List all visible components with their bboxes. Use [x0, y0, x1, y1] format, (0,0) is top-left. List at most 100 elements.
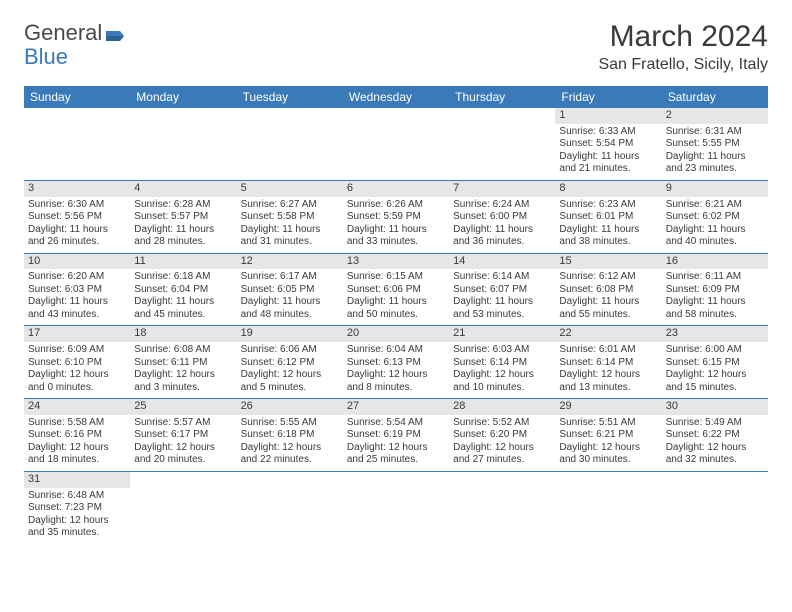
sunrise-line: Sunrise: 6:27 AM	[241, 199, 339, 212]
calendar-cell: 18Sunrise: 6:08 AMSunset: 6:11 PMDayligh…	[130, 326, 236, 399]
day-number: 29	[555, 399, 661, 415]
daylight-line: Daylight: 12 hours and 0 minutes.	[28, 369, 126, 394]
day-number: 31	[24, 472, 130, 488]
sunset-line: Sunset: 6:08 PM	[559, 284, 657, 297]
day-number: 1	[555, 108, 661, 124]
brand-logo: General	[24, 20, 124, 46]
calendar-cell: 24Sunrise: 5:58 AMSunset: 6:16 PMDayligh…	[24, 399, 130, 472]
sunset-line: Sunset: 7:23 PM	[28, 502, 126, 515]
daylight-line: Daylight: 11 hours and 38 minutes.	[559, 224, 657, 249]
sunset-line: Sunset: 6:09 PM	[666, 284, 764, 297]
day-header: Tuesday	[237, 86, 343, 108]
sunset-line: Sunset: 5:56 PM	[28, 211, 126, 224]
calendar-cell: 1Sunrise: 6:33 AMSunset: 5:54 PMDaylight…	[555, 108, 661, 181]
sunrise-line: Sunrise: 6:33 AM	[559, 126, 657, 139]
day-number: 28	[449, 399, 555, 415]
calendar-cell: 15Sunrise: 6:12 AMSunset: 6:08 PMDayligh…	[555, 254, 661, 327]
day-header: Monday	[130, 86, 236, 108]
sunset-line: Sunset: 5:57 PM	[134, 211, 232, 224]
calendar-cell: 28Sunrise: 5:52 AMSunset: 6:20 PMDayligh…	[449, 399, 555, 472]
calendar-cell: 5Sunrise: 6:27 AMSunset: 5:58 PMDaylight…	[237, 181, 343, 254]
calendar-cell: 12Sunrise: 6:17 AMSunset: 6:05 PMDayligh…	[237, 254, 343, 327]
sunrise-line: Sunrise: 5:54 AM	[347, 417, 445, 430]
day-number: 20	[343, 326, 449, 342]
sunset-line: Sunset: 6:00 PM	[453, 211, 551, 224]
sunset-line: Sunset: 6:19 PM	[347, 429, 445, 442]
calendar-cell: 16Sunrise: 6:11 AMSunset: 6:09 PMDayligh…	[662, 254, 768, 327]
day-header: Sunday	[24, 86, 130, 108]
day-header: Saturday	[662, 86, 768, 108]
day-number: 5	[237, 181, 343, 197]
sunrise-line: Sunrise: 6:14 AM	[453, 271, 551, 284]
calendar-cell	[662, 472, 768, 544]
calendar-cell: 10Sunrise: 6:20 AMSunset: 6:03 PMDayligh…	[24, 254, 130, 327]
daylight-line: Daylight: 11 hours and 40 minutes.	[666, 224, 764, 249]
calendar-cell: 9Sunrise: 6:21 AMSunset: 6:02 PMDaylight…	[662, 181, 768, 254]
sunset-line: Sunset: 6:13 PM	[347, 357, 445, 370]
daylight-line: Daylight: 11 hours and 48 minutes.	[241, 296, 339, 321]
sunrise-line: Sunrise: 6:21 AM	[666, 199, 764, 212]
daylight-line: Daylight: 12 hours and 22 minutes.	[241, 442, 339, 467]
sunrise-line: Sunrise: 5:57 AM	[134, 417, 232, 430]
calendar-cell: 31 Sunrise: 6:48 AMSunset: 7:23 PMDayligh…	[24, 472, 130, 544]
daylight-line: Daylight: 11 hours and 58 minutes.	[666, 296, 764, 321]
daylight-line: Daylight: 12 hours and 13 minutes.	[559, 369, 657, 394]
sunrise-line: Sunrise: 6:48 AM	[28, 490, 126, 503]
calendar-cell	[237, 108, 343, 181]
daylight-line: Daylight: 12 hours and 35 minutes.	[28, 515, 126, 540]
day-number: 26	[237, 399, 343, 415]
day-number: 21	[449, 326, 555, 342]
daylight-line: Daylight: 11 hours and 23 minutes.	[666, 151, 764, 176]
sunset-line: Sunset: 6:21 PM	[559, 429, 657, 442]
sunset-line: Sunset: 6:05 PM	[241, 284, 339, 297]
calendar-cell: 2Sunrise: 6:31 AMSunset: 5:55 PMDaylight…	[662, 108, 768, 181]
calendar-cell: 17Sunrise: 6:09 AMSunset: 6:10 PMDayligh…	[24, 326, 130, 399]
sunset-line: Sunset: 6:12 PM	[241, 357, 339, 370]
calendar-cell	[449, 108, 555, 181]
day-number: 8	[555, 181, 661, 197]
sunset-line: Sunset: 6:03 PM	[28, 284, 126, 297]
sunset-line: Sunset: 6:01 PM	[559, 211, 657, 224]
sunset-line: Sunset: 5:55 PM	[666, 138, 764, 151]
sunrise-line: Sunrise: 5:52 AM	[453, 417, 551, 430]
sunrise-line: Sunrise: 6:08 AM	[134, 344, 232, 357]
day-number: 16	[662, 254, 768, 270]
daylight-line: Daylight: 11 hours and 33 minutes.	[347, 224, 445, 249]
sunrise-line: Sunrise: 6:03 AM	[453, 344, 551, 357]
day-number: 15	[555, 254, 661, 270]
sunset-line: Sunset: 6:11 PM	[134, 357, 232, 370]
day-header: Wednesday	[343, 86, 449, 108]
calendar-cell	[24, 108, 130, 181]
calendar-cell: 19Sunrise: 6:06 AMSunset: 6:12 PMDayligh…	[237, 326, 343, 399]
calendar-cell: 26Sunrise: 5:55 AMSunset: 6:18 PMDayligh…	[237, 399, 343, 472]
sunrise-line: Sunrise: 6:18 AM	[134, 271, 232, 284]
calendar-cell	[343, 108, 449, 181]
calendar-cell: 25Sunrise: 5:57 AMSunset: 6:17 PMDayligh…	[130, 399, 236, 472]
daylight-line: Daylight: 11 hours and 43 minutes.	[28, 296, 126, 321]
calendar-cell: 30Sunrise: 5:49 AMSunset: 6:22 PMDayligh…	[662, 399, 768, 472]
sunrise-line: Sunrise: 5:58 AM	[28, 417, 126, 430]
day-number: 18	[130, 326, 236, 342]
sunrise-line: Sunrise: 6:12 AM	[559, 271, 657, 284]
calendar-cell: 4Sunrise: 6:28 AMSunset: 5:57 PMDaylight…	[130, 181, 236, 254]
sunset-line: Sunset: 5:59 PM	[347, 211, 445, 224]
daylight-line: Daylight: 12 hours and 27 minutes.	[453, 442, 551, 467]
sunset-line: Sunset: 6:18 PM	[241, 429, 339, 442]
day-number: 4	[130, 181, 236, 197]
calendar-cell	[130, 472, 236, 544]
day-number: 23	[662, 326, 768, 342]
header: General March 2024 San Fratello, Sicily,…	[24, 20, 768, 74]
daylight-line: Daylight: 11 hours and 55 minutes.	[559, 296, 657, 321]
sunrise-line: Sunrise: 6:20 AM	[28, 271, 126, 284]
daylight-line: Daylight: 12 hours and 25 minutes.	[347, 442, 445, 467]
calendar-cell: 14Sunrise: 6:14 AMSunset: 6:07 PMDayligh…	[449, 254, 555, 327]
day-number: 17	[24, 326, 130, 342]
calendar-cell: 8Sunrise: 6:23 AMSunset: 6:01 PMDaylight…	[555, 181, 661, 254]
sunrise-line: Sunrise: 6:04 AM	[347, 344, 445, 357]
sunset-line: Sunset: 6:14 PM	[453, 357, 551, 370]
calendar-cell	[343, 472, 449, 544]
day-header: Friday	[555, 86, 661, 108]
month-title: March 2024	[598, 20, 768, 54]
daylight-line: Daylight: 11 hours and 45 minutes.	[134, 296, 232, 321]
calendar-cell: 11Sunrise: 6:18 AMSunset: 6:04 PMDayligh…	[130, 254, 236, 327]
